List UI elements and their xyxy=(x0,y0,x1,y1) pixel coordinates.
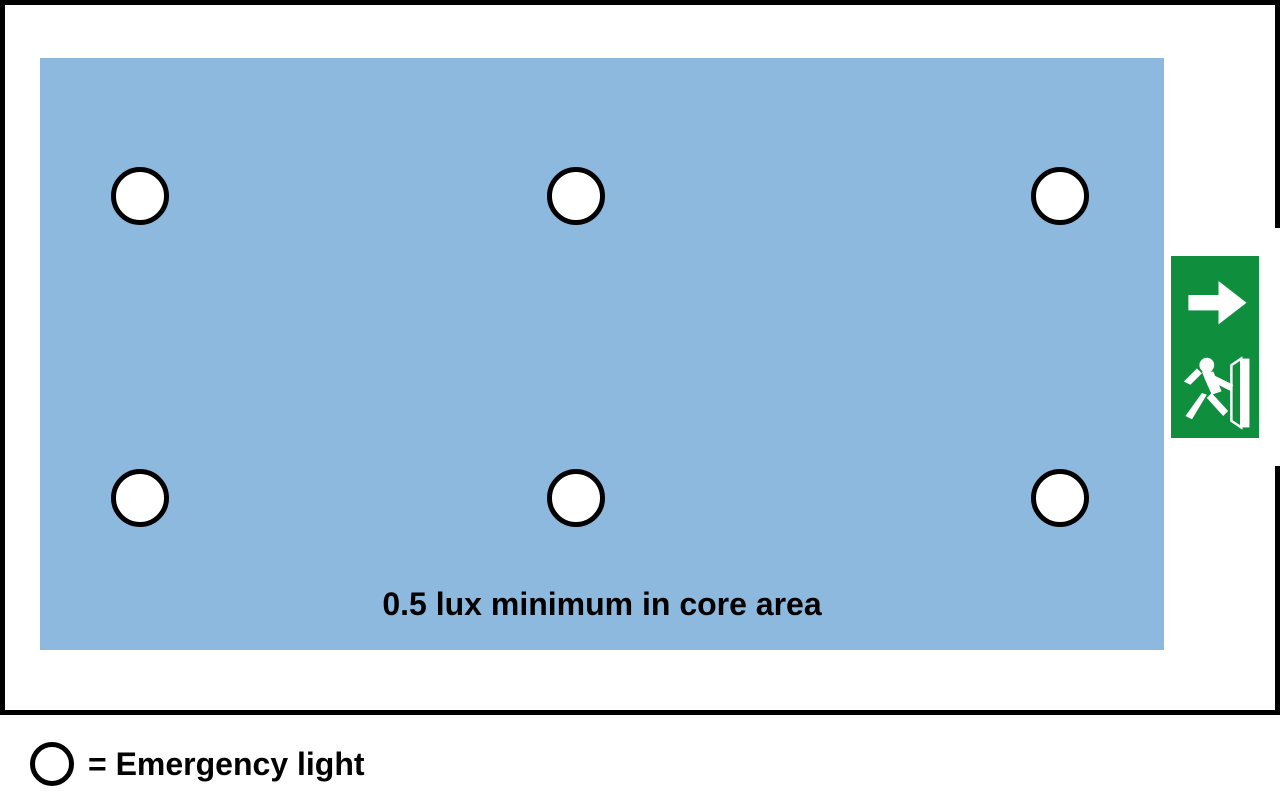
wall-right-upper xyxy=(1275,0,1280,228)
exit-sign xyxy=(1171,256,1259,438)
exit-arrow-icon xyxy=(1171,256,1259,347)
core-area-label: 0.5 lux minimum in core area xyxy=(40,586,1164,623)
wall-top xyxy=(0,0,1280,5)
legend-light-icon xyxy=(30,742,74,786)
wall-right-lower xyxy=(1275,466,1280,715)
emergency-light-icon xyxy=(111,469,169,527)
wall-left xyxy=(0,0,5,715)
wall-bottom xyxy=(0,710,1280,715)
emergency-light-icon xyxy=(547,469,605,527)
emergency-light-icon xyxy=(547,167,605,225)
legend: = Emergency light xyxy=(30,742,365,786)
emergency-light-icon xyxy=(1031,469,1089,527)
exit-running-man-icon xyxy=(1171,347,1259,438)
diagram-canvas: 0.5 lux minimum in core area xyxy=(0,0,1280,800)
emergency-light-icon xyxy=(111,167,169,225)
emergency-light-icon xyxy=(1031,167,1089,225)
legend-label: = Emergency light xyxy=(88,746,365,783)
core-area xyxy=(40,58,1164,650)
